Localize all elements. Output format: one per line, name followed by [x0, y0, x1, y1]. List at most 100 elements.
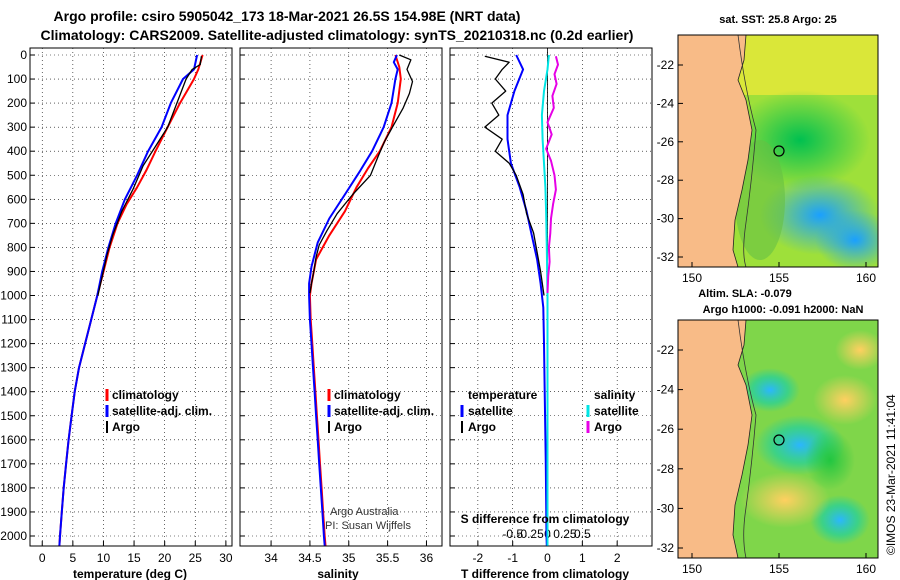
legend-s-satellite-label: satellite	[594, 404, 639, 418]
depth-tick-label: 500	[7, 168, 27, 182]
legend-t-argo-label: Argo	[468, 420, 496, 434]
legend-argo-label: Argo	[334, 420, 362, 434]
series-satellite-adj-clim-	[308, 54, 399, 546]
depth-tick-label: 1100	[1, 313, 27, 327]
difference-series	[484, 54, 559, 546]
imos-credit: ©IMOS 23-Mar-2021 11:41:04	[884, 394, 898, 555]
depth-tick-label: 400	[7, 144, 27, 158]
salinity-series	[308, 54, 414, 546]
lat-tick-label: -24	[657, 96, 675, 110]
lat-tick-label: -24	[657, 383, 675, 397]
x-tick-label: 35	[342, 551, 356, 565]
x-tick-label: 25	[189, 551, 203, 565]
x-tick-label: 34.5	[298, 551, 322, 565]
sla-map-title1: Altim. SLA: -0.079	[698, 288, 792, 300]
series-temperature-argo	[484, 55, 545, 296]
difference-panel: -2 -1 0 1 2 -0.5-0.25 0 0.250.5 S difference f…	[449, 47, 653, 580]
series-argo	[309, 54, 414, 294]
sst-map: sat. SST: 25.8 Argo: 25 -22-24-26-28-30-…	[657, 14, 879, 285]
lon-tick-label: 150	[682, 271, 702, 285]
x-tick-label: -1	[507, 551, 518, 565]
legend-temperature-heading: temperature	[468, 388, 538, 402]
depth-tick-label: 900	[7, 264, 27, 278]
depth-tick-label: 1800	[0, 481, 27, 495]
x-tick-label: -2	[473, 551, 484, 565]
x-tick-label: 30	[219, 551, 233, 565]
lat-tick-label: -28	[657, 173, 675, 187]
series-salinity-argo	[545, 55, 559, 294]
sst-map-lon-labels: 150 155 160	[682, 262, 876, 285]
lat-tick-label: -28	[657, 462, 675, 476]
series-argo	[97, 56, 203, 296]
depth-tick-label: 1500	[0, 409, 27, 423]
lat-tick-label: -26	[657, 135, 675, 149]
s-tick-label: -0.25	[516, 527, 544, 541]
depth-tick-label: 1000	[0, 289, 27, 303]
lat-tick-label: -22	[657, 343, 675, 357]
depth-tick-label: 800	[7, 240, 27, 254]
x-tick-label: 2	[614, 551, 621, 565]
legend-satellite-label: satellite-adj. clim.	[334, 404, 434, 418]
x-tick-label: 5	[70, 551, 77, 565]
salinity-tick-labels: 34 34.5 35 35.5 36	[264, 551, 433, 565]
depth-tick-label: 1900	[0, 505, 27, 519]
series-salinity-satellite	[540, 54, 550, 546]
depth-tick-label: 2000	[0, 529, 27, 543]
depth-tick-label: 200	[7, 96, 27, 110]
header-line1: Argo profile: csiro 5905042_173 18-Mar-2…	[54, 8, 521, 24]
lon-tick-label: 160	[856, 271, 876, 285]
lat-tick-label: -26	[657, 422, 675, 436]
depth-tick-label: 100	[7, 72, 27, 86]
lon-tick-label: 155	[769, 562, 789, 576]
sla-map: Altim. SLA: -0.079 Argo h1000: -0.091 h2…	[657, 288, 879, 576]
temperature-panel-frame	[29, 47, 233, 547]
s-tick-label: 0.5	[574, 527, 591, 541]
s-difference-axis-label: S difference from climatology	[461, 512, 630, 526]
sla-map-land	[678, 320, 753, 558]
sla-map-field	[678, 320, 878, 558]
x-tick-label: 35.5	[376, 551, 400, 565]
credit-pi: PI: Susan Wijffels	[325, 520, 411, 532]
sla-map-lat-labels: -22 -24 -26 -28 -30 -32	[657, 343, 683, 555]
s-tick-label: -0.5	[502, 527, 523, 541]
depth-tick-label: 300	[7, 120, 27, 134]
lat-tick-label: -30	[657, 501, 675, 515]
header-line2: Climatology: CARS2009. Satellite-adjuste…	[41, 27, 634, 43]
depth-tick-label: 1600	[0, 433, 27, 447]
salinity-panel: 34 34.5 35 35.5 36 salinity climatology sate…	[239, 47, 443, 580]
lon-tick-label: 150	[682, 562, 702, 576]
depth-tick-labels: 0 100 200 300 400 500 600 700 800 900 1000 1100 1200…	[0, 48, 27, 543]
legend-salinity-heading: salinity	[594, 388, 636, 402]
x-tick-label: 1	[579, 551, 586, 565]
legend-s-argo-label: Argo	[594, 420, 622, 434]
depth-tick-label: 1200	[0, 337, 27, 351]
lon-tick-label: 160	[856, 562, 876, 576]
sla-map-title2: Argo h1000: -0.091 h2000: NaN	[703, 304, 864, 316]
difference-panel-frame	[449, 47, 653, 547]
depth-tick-label: 1700	[0, 457, 27, 471]
t-difference-tick-labels: -2 -1 0 1 2	[473, 551, 621, 565]
lon-tick-label: 155	[769, 271, 789, 285]
temperature-tick-labels: 0 5 10 15 20 25 30	[39, 551, 233, 565]
depth-tick-label: 0	[20, 48, 27, 62]
series-satellite-adj-clim-	[58, 54, 199, 546]
legend-climatology-label: climatology	[112, 388, 179, 402]
lat-tick-label: -32	[657, 541, 675, 555]
depth-tick-label: 700	[7, 216, 27, 230]
legend-argo-label: Argo	[112, 420, 140, 434]
argo-position-marker-top	[773, 145, 785, 157]
depth-tick-label: 1400	[0, 385, 27, 399]
legend-t-satellite-label: satellite	[468, 404, 513, 418]
t-difference-axis-label: T difference from climatology	[461, 567, 629, 580]
depth-tick-label: 1300	[0, 361, 27, 375]
sla-map-frame	[677, 319, 879, 559]
salinity-panel-frame	[239, 47, 443, 547]
sst-map-land	[678, 35, 753, 267]
lat-tick-label: -22	[657, 58, 675, 72]
depth-tick-label: 600	[7, 192, 27, 206]
temperature-axis-label: temperature (deg C)	[73, 567, 187, 580]
s-tick-label: 0.25	[553, 527, 577, 541]
x-tick-label: 36	[420, 551, 434, 565]
temperature-grid	[30, 48, 232, 546]
